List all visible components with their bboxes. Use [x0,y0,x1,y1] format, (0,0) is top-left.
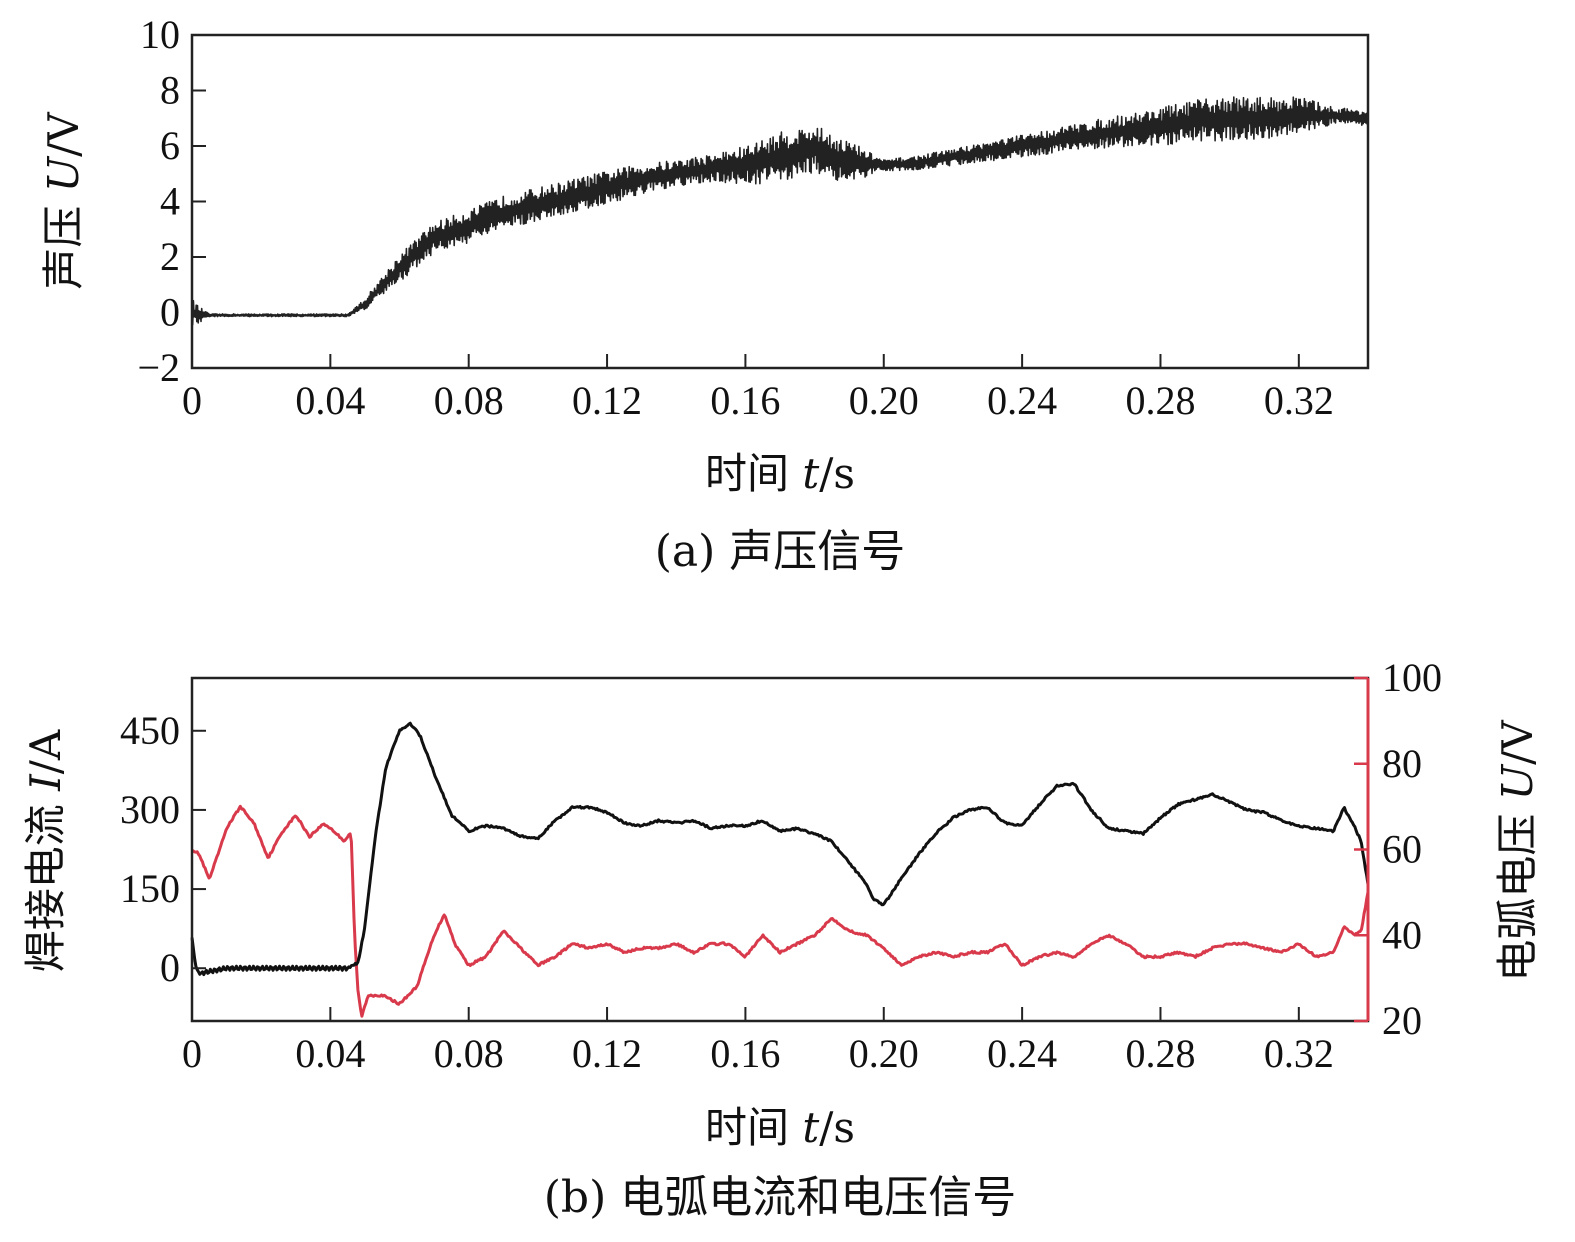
x-tick-label: 0.32 [1264,1031,1334,1076]
panel-b-frame [190,676,1370,1023]
x-tick-label: 0.24 [987,1031,1057,1076]
y-tick-label: 150 [120,866,180,911]
sound-pressure-line [191,96,1369,326]
panel-b-right-y-axis-title: 电弧电压 U/V [1493,720,1542,982]
x-tick-label: 0.28 [1125,378,1195,423]
x-tick-label: 0.08 [434,378,504,423]
panel-a-x-axis-title: 时间 t/s [705,449,855,498]
x-tick-label: 0.20 [849,1031,919,1076]
x-tick-label: 0.12 [572,378,642,423]
panel-b-x-axis-title: 时间 t/s [705,1103,855,1152]
y-tick-label: 8 [160,68,180,113]
x-tick-label: 0.08 [434,1031,504,1076]
panel-a-y-ticks: −2 0 2 4 6 8 10 [137,12,206,390]
y2-tick-label: 20 [1382,998,1422,1043]
y-tick-label: 6 [160,123,180,168]
y-tick-label: 2 [160,234,180,279]
y-tick-label: 0 [160,945,180,990]
y2-tick-label: 100 [1382,655,1442,700]
y-tick-label: −2 [137,345,180,390]
welding-current-line [190,721,1370,977]
panel-b-right-y-ticks: 20 40 60 80 100 [1354,655,1442,1043]
panel-b: 0 0.04 0.08 0.12 0.16 0.20 0.24 0.28 0.32 0 150 30… [21,655,1542,1223]
sound-pressure-series [191,96,1369,326]
x-tick-label: 0.32 [1264,378,1334,423]
panel-a-frame [190,33,1370,370]
panel-a: 0 0.04 0.08 0.12 0.16 0.20 0.24 0.28 0.32 −20246… [39,12,1370,577]
y-tick-label: 10 [140,12,180,57]
panel-b-left-y-ticks: 0 150 300 450 [120,708,206,990]
y2-tick-label: 80 [1382,741,1422,786]
x-tick-label: 0.28 [1125,1031,1195,1076]
y-tick-label: 300 [120,787,180,832]
panel-b-left-y-axis-title: 焊接电流 I/A [21,729,70,972]
current-voltage-series [190,721,1370,1018]
x-tick-label: 0.04 [295,378,365,423]
panel-a-x-ticks: 0 0.04 0.08 0.12 0.16 0.20 0.24 0.28 0.32 [182,354,1334,423]
x-tick-label: 0.04 [295,1031,365,1076]
x-tick-label: 0 [182,378,202,423]
y2-tick-label: 40 [1382,912,1422,957]
x-tick-label: 0.24 [987,378,1057,423]
y-tick-label: 450 [120,708,180,753]
panel-b-x-ticks: 0 0.04 0.08 0.12 0.16 0.20 0.24 0.28 0.32 [182,1007,1334,1076]
x-tick-label: 0.16 [710,1031,780,1076]
x-tick-label: 0 [182,1031,202,1076]
y-tick-label: 4 [160,179,180,224]
panel-a-y-axis-title: 声压 U/V [39,112,88,290]
panel-a-caption: (a) 声压信号 [655,526,906,577]
x-tick-label: 0.16 [710,378,780,423]
x-tick-label: 0.12 [572,1031,642,1076]
arc-voltage-line [191,804,1370,1018]
y-tick-label: 0 [160,290,180,335]
x-tick-label: 0.20 [849,378,919,423]
panel-b-caption: (b) 电弧电流和电压信号 [544,1172,1016,1223]
y2-tick-label: 60 [1382,827,1422,872]
